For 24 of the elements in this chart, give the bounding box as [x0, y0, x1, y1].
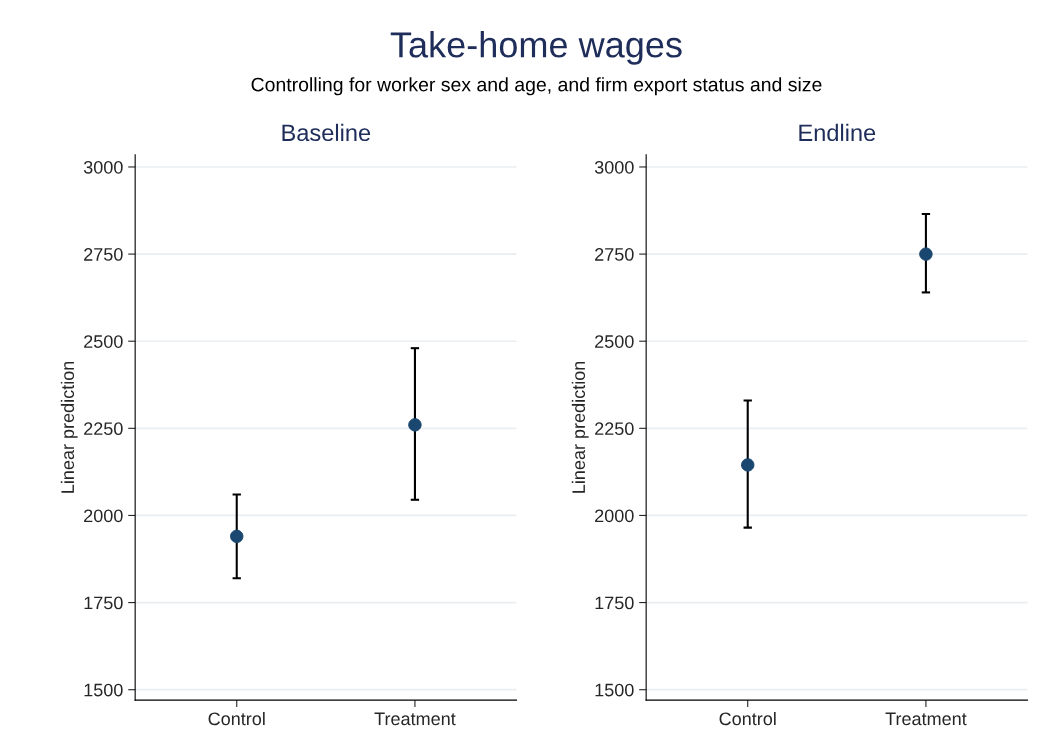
y-axis-title: Linear prediction [571, 361, 589, 493]
text: Controlling for worker sex and age, and firm export status and size [251, 77, 822, 96]
y-axis-title: Linear prediction [60, 361, 78, 493]
y-tick-label: 2750 [84, 248, 123, 261]
x-tick-label: Treatment [374, 712, 456, 726]
text: Take-home wages [390, 31, 682, 65]
y-tick-label: 3000 [594, 160, 634, 174]
y-tick-label: 3000 [83, 160, 123, 174]
chart-title: Endline [799, 123, 876, 142]
chart-title: Baseline [282, 123, 371, 142]
y-tick-label: 2750 [595, 248, 634, 261]
y-tick-label: 2000 [595, 509, 634, 523]
y-tick-label: 1500 [595, 683, 634, 697]
y-tick-label: 2250 [84, 422, 123, 436]
x-tick-label: Treatment [885, 712, 967, 726]
y-tick-label: 2500 [84, 335, 123, 348]
y-tick-label: 2250 [595, 422, 634, 436]
x-tick-label: Control [208, 711, 265, 726]
y-tick-label: 2000 [84, 509, 123, 523]
y-tick-label: 1750 [595, 596, 634, 610]
y-tick-label: 2500 [595, 335, 634, 348]
y-tick-label: 1750 [84, 596, 123, 610]
x-tick-label: Control [719, 711, 776, 726]
y-tick-label: 1500 [84, 683, 123, 697]
